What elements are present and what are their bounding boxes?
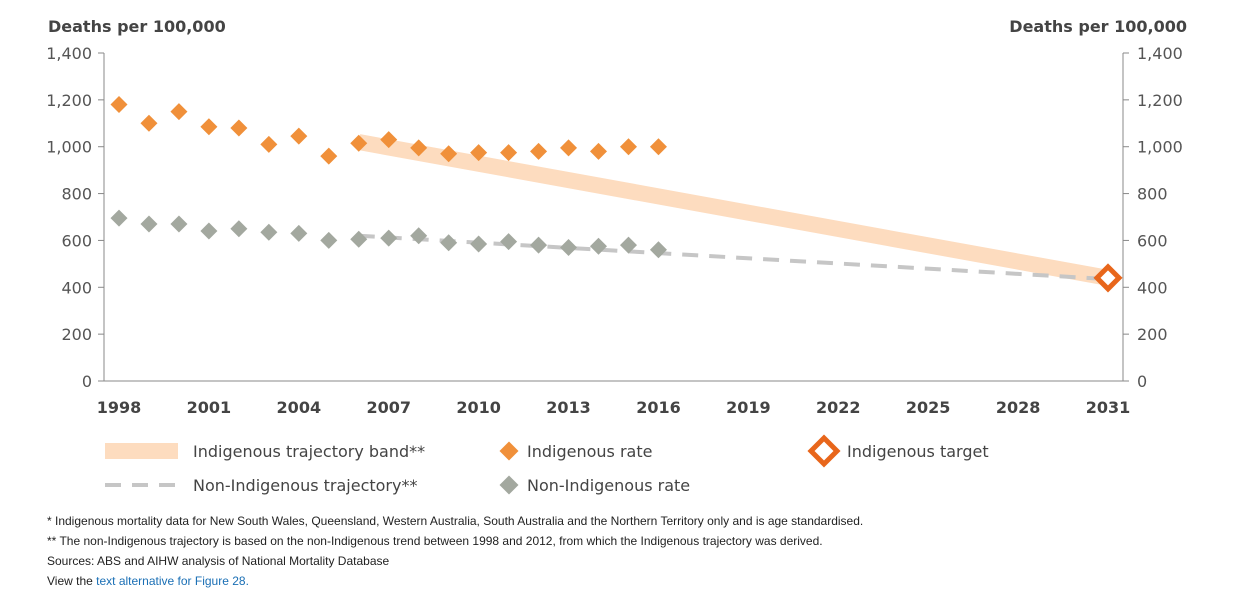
indigenous-rate-point [260, 135, 278, 153]
footnotes: * Indigenous mortality data for New Sout… [47, 511, 863, 591]
legend-label-non-indigenous-rate: Non-Indigenous rate [527, 476, 690, 495]
non-indigenous-rate-point [260, 223, 278, 241]
non-indigenous-rate-point [500, 233, 518, 251]
indigenous-rate-point [230, 119, 248, 137]
x-tick-label: 2019 [726, 398, 771, 417]
legend: Indigenous trajectory band** Indigenous r… [105, 434, 989, 495]
x-tick-label: 2013 [546, 398, 591, 417]
legend-swatch-indigenous-target [807, 434, 841, 468]
x-tick-label: 2016 [636, 398, 681, 417]
non-indigenous-rate-point [619, 236, 637, 254]
indigenous-rate-point [530, 142, 548, 160]
view-prefix: View the [47, 574, 97, 588]
non-indigenous-rate-point [350, 230, 368, 248]
x-tick-label: 2031 [1086, 398, 1131, 417]
y-tick-label-left: 1,200 [46, 91, 92, 110]
non-indigenous-rate-point [440, 234, 458, 252]
y-tick-label-left: 1,000 [46, 138, 92, 157]
y-tick-label-right: 0 [1137, 372, 1147, 391]
x-tick-label: 2007 [366, 398, 411, 417]
non-indigenous-rate-point [590, 237, 608, 255]
indigenous-rate-point [140, 114, 158, 132]
legend-label-indigenous-target: Indigenous target [847, 442, 989, 461]
x-tick-label: 2022 [816, 398, 861, 417]
non-indigenous-rate-point [530, 236, 548, 254]
legend-swatch-indigenous-rate [499, 441, 519, 461]
series-layer [110, 96, 1123, 293]
x-tick-label: 2028 [996, 398, 1041, 417]
indigenous-rate-point [200, 118, 218, 136]
indigenous-rate-point [590, 142, 608, 160]
legend-label-indigenous-trajectory-band: Indigenous trajectory band** [193, 442, 425, 461]
indigenous-rate-point [410, 139, 428, 157]
y-tick-label-left: 400 [61, 278, 92, 297]
y-tick-label-left: 800 [61, 185, 92, 204]
axes: 0 0 200 200 400 400 600 600 800 800 1,000 1,000 1,20… [46, 44, 1183, 417]
text-alternative-link[interactable]: text alternative for Figure 28. [96, 574, 249, 588]
non-indigenous-trajectory-line [358, 233, 1109, 282]
x-tick-label: 2010 [456, 398, 501, 417]
y-tick-label-left: 1,400 [46, 44, 92, 63]
x-tick-label: 1998 [97, 398, 142, 417]
indigenous-rate-point [110, 96, 128, 114]
x-tick-label: 2025 [906, 398, 951, 417]
indigenous-rate-point [320, 147, 338, 165]
y-axis-left-title: Deaths per 100,000 [48, 17, 226, 36]
indigenous-rate-point [619, 138, 637, 156]
sources-note: Sources: ABS and AIHW analysis of Nation… [47, 554, 390, 568]
legend-label-non-indigenous-trajectory: Non-Indigenous trajectory** [193, 476, 417, 495]
non-indigenous-rate-point [290, 224, 308, 242]
non-indigenous-rate-point [200, 222, 218, 240]
indigenous-rate-point [170, 103, 188, 121]
non-indigenous-rate-point [470, 235, 488, 253]
indigenous-rate-point [470, 144, 488, 162]
footnote-indigenous-data: * Indigenous mortality data for New Sout… [47, 514, 864, 528]
y-tick-label-right: 400 [1137, 278, 1168, 297]
y-tick-label-right: 800 [1137, 185, 1168, 204]
y-tick-label-right: 600 [1137, 231, 1168, 250]
y-tick-label-right: 1,400 [1137, 44, 1183, 63]
y-tick-label-right: 1,200 [1137, 91, 1183, 110]
x-tick-label: 2004 [277, 398, 322, 417]
non-indigenous-rate-point [320, 231, 338, 249]
y-tick-label-right: 200 [1137, 325, 1168, 344]
indigenous-rate-point [500, 144, 518, 162]
indigenous-target-marker [1093, 263, 1123, 293]
legend-swatch-indigenous-trajectory-band [105, 443, 178, 459]
footnote-trajectory: ** The non-Indigenous trajectory is base… [47, 534, 823, 548]
text-alternative-line: View the text alternative for Figure 28. [47, 571, 863, 591]
y-tick-label-right: 1,000 [1137, 138, 1183, 157]
legend-swatch-non-indigenous-rate [499, 475, 519, 495]
indigenous-trajectory-band [357, 134, 1110, 286]
indigenous-rate-point [290, 127, 308, 145]
non-indigenous-rate-point [560, 238, 578, 256]
non-indigenous-rate-point [140, 215, 158, 233]
indigenous-rate-point [440, 145, 458, 163]
y-tick-label-left: 600 [61, 231, 92, 250]
y-tick-label-left: 0 [82, 372, 92, 391]
non-indigenous-rate-point [380, 229, 398, 247]
non-indigenous-rate-point [230, 220, 248, 238]
x-tick-label: 2001 [187, 398, 232, 417]
non-indigenous-rate-point [410, 227, 428, 245]
y-axis-right-title: Deaths per 100,000 [1009, 17, 1187, 36]
indigenous-rate-point [380, 131, 398, 149]
indigenous-rate-point [350, 134, 368, 152]
indigenous-rate-point [560, 139, 578, 157]
non-indigenous-rate-point [170, 215, 188, 233]
legend-label-indigenous-rate: Indigenous rate [527, 442, 652, 461]
non-indigenous-rate-point [110, 209, 128, 227]
non-indigenous-rate-point [649, 241, 667, 259]
indigenous-rate-point [649, 138, 667, 156]
y-tick-label-left: 200 [61, 325, 92, 344]
